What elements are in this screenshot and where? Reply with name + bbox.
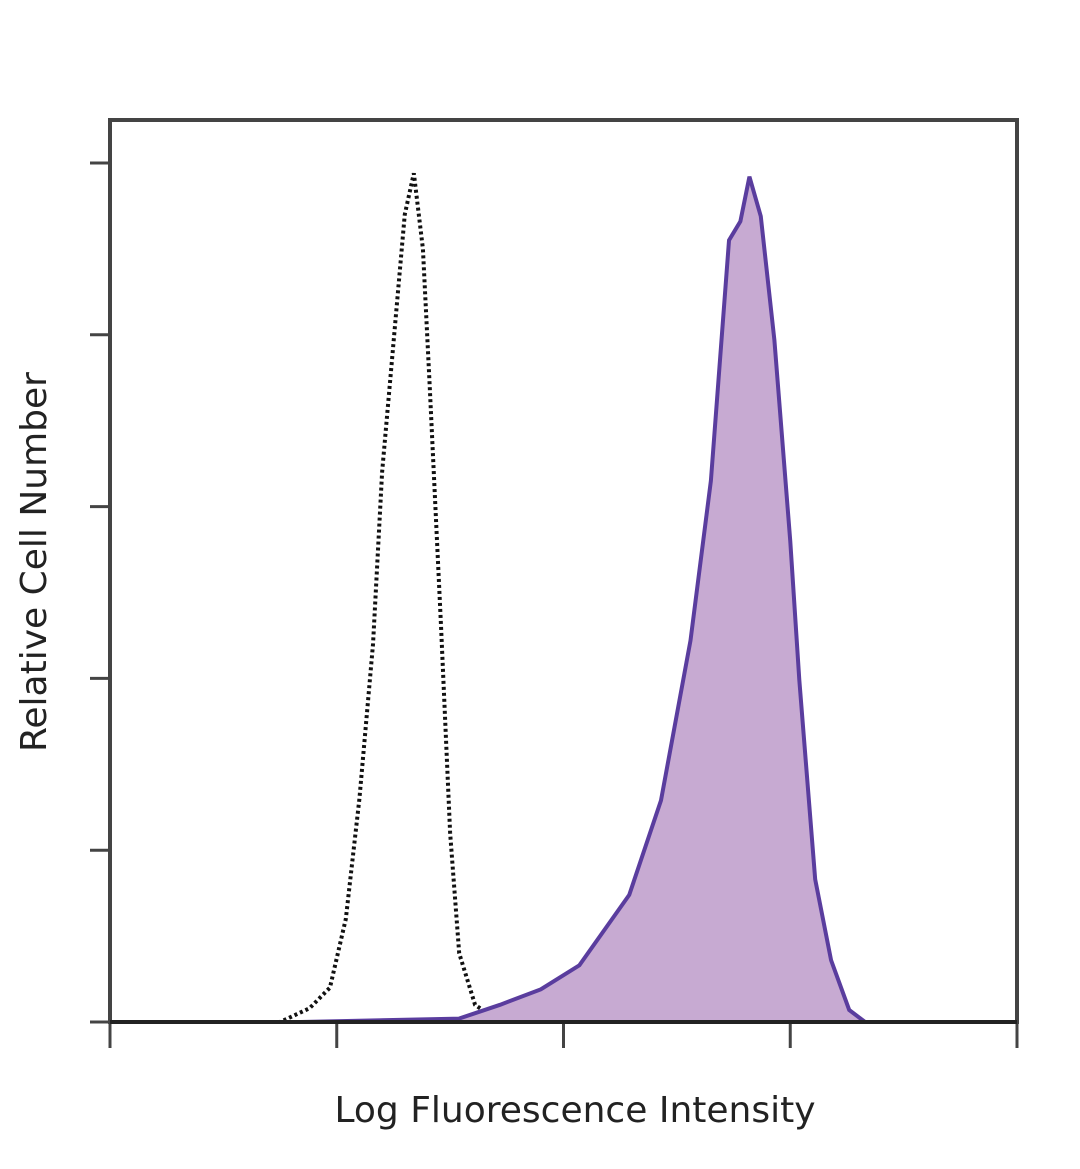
histogram-line xyxy=(300,176,867,1024)
area xyxy=(300,176,866,1022)
plot-frame xyxy=(108,118,1019,1024)
histogram-line xyxy=(110,172,1017,1024)
y-axis-label: Relative Cell Number xyxy=(14,372,55,752)
x-axis-label: Log Fluorescence Intensity xyxy=(334,1090,815,1131)
